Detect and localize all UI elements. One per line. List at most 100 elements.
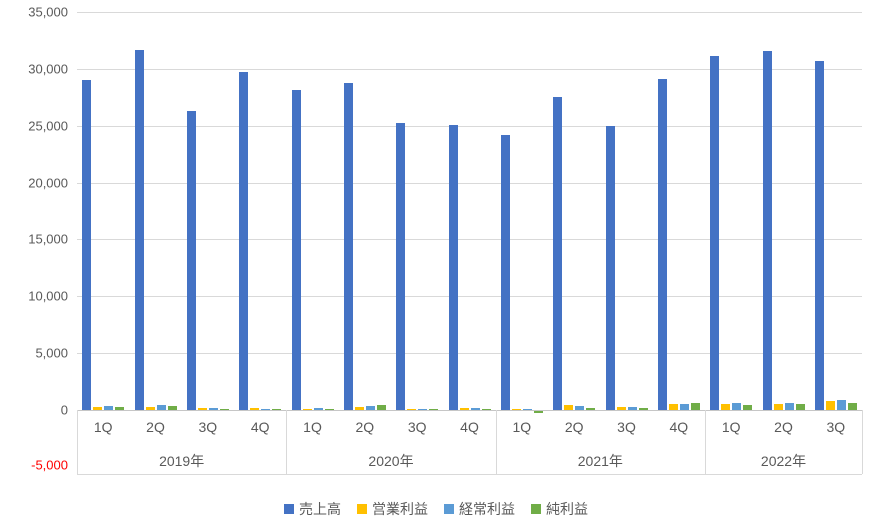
net-profit-bar: [376, 404, 386, 410]
net-profit-bar: [795, 404, 805, 410]
quarter-label: 1Q: [303, 419, 322, 435]
legend-swatch-operating-profit: [357, 504, 367, 514]
chart-legend: 売上高 営業利益 経常利益 純利益: [0, 499, 872, 519]
y-axis-tick-label: 5,000: [35, 345, 68, 361]
ordinary-profit-bar: [679, 403, 689, 410]
ordinary-profit-bar: [575, 406, 585, 410]
quarter-label: 3Q: [617, 419, 636, 435]
category-separator: [286, 410, 288, 474]
sales-bar: [343, 82, 353, 410]
y-axis-tick-label: 15,000: [28, 231, 68, 247]
legend-swatch-ordinary-profit: [444, 504, 454, 514]
ordinary-profit-bar: [470, 407, 480, 410]
sales-bar: [553, 97, 563, 410]
net-profit-bar: [429, 409, 439, 410]
y-axis-tick-label: -5,000: [31, 457, 68, 473]
ordinary-profit-bar: [365, 406, 375, 410]
y-axis-tick-label: 20,000: [28, 175, 68, 191]
x-axis-line: [77, 410, 862, 411]
year-label: 2022年: [760, 453, 807, 469]
ordinary-profit-bar: [784, 402, 794, 410]
plot-bottom-line: [77, 474, 862, 475]
quarter-label: 4Q: [669, 419, 689, 435]
operating-profit-bar: [511, 409, 521, 410]
net-profit-bar: [847, 403, 857, 410]
y-axis-tick-label: 25,000: [28, 118, 68, 134]
category-separator: [77, 410, 78, 474]
year-label: 2020年: [368, 453, 414, 469]
operating-profit-bar: [93, 407, 103, 410]
ordinary-profit-bar: [836, 399, 846, 410]
net-profit-bar: [272, 409, 282, 410]
net-profit-bar: [219, 408, 229, 410]
net-profit-bar: [743, 404, 753, 410]
operating-profit-bar: [407, 409, 417, 410]
ordinary-profit-bar: [522, 409, 532, 410]
sales-bar: [82, 80, 92, 410]
operating-profit-bar: [197, 408, 207, 410]
ordinary-profit-bar: [208, 407, 218, 410]
operating-profit-bar: [773, 403, 783, 410]
gridline: [77, 239, 862, 241]
category-separator: [705, 410, 706, 474]
quarter-label: 3Q: [407, 419, 427, 435]
ordinary-profit-bar: [627, 406, 637, 410]
ordinary-profit-bar: [261, 408, 271, 410]
operating-profit-bar: [825, 400, 835, 410]
sales-bar: [396, 123, 406, 410]
quarter-label: 1Q: [721, 419, 741, 435]
sales-bar: [186, 110, 196, 410]
operating-profit-bar: [721, 404, 731, 410]
gridline: [77, 68, 862, 70]
sales-bar: [657, 79, 667, 410]
quarter-label: 3Q: [198, 419, 218, 435]
quarter-label: 3Q: [826, 419, 846, 435]
sales-bar: [762, 50, 772, 410]
ordinary-profit-bar: [313, 407, 323, 410]
operating-profit-bar: [459, 408, 469, 410]
quarter-label: 4Q: [250, 419, 270, 435]
operating-profit-bar: [616, 407, 626, 410]
ordinary-profit-bar: [418, 408, 428, 410]
gridline: [77, 12, 862, 13]
sales-bar: [239, 72, 249, 410]
sales-bar: [291, 90, 301, 410]
quarter-label: 1Q: [93, 419, 113, 435]
sales-bar: [500, 134, 510, 410]
net-profit-bar: [638, 408, 648, 410]
gridline: [77, 182, 862, 184]
category-separator: [862, 410, 863, 474]
quarter-label: 2Q: [774, 419, 793, 435]
legend-item-ordinary-profit: 経常利益: [444, 499, 515, 519]
ordinary-profit-bar: [732, 403, 742, 410]
operating-profit-bar: [564, 405, 574, 410]
y-axis-tick-label: 30,000: [28, 61, 68, 77]
net-profit-bar: [533, 411, 543, 413]
operating-profit-bar: [145, 406, 155, 410]
legend-swatch-net-profit: [531, 504, 541, 514]
category-separator: [495, 410, 497, 474]
year-label: 2019年: [159, 453, 205, 469]
net-profit-bar: [115, 406, 125, 410]
y-axis-tick-label: 0: [60, 402, 68, 418]
sales-bar: [605, 125, 615, 410]
operating-profit-bar: [354, 406, 364, 410]
sales-bar: [448, 124, 458, 410]
sales-bar: [710, 56, 720, 410]
net-profit-bar: [481, 408, 491, 410]
legend-label-ordinary-profit: 経常利益: [459, 501, 515, 517]
y-axis-tick-label: 35,000: [28, 4, 68, 20]
net-profit-bar: [324, 408, 334, 410]
legend-label-operating-profit: 営業利益: [372, 501, 428, 517]
quarter-label: 1Q: [512, 419, 532, 435]
quarter-label: 2Q: [355, 419, 375, 435]
quarter-label: 4Q: [460, 419, 479, 435]
net-profit-bar: [167, 406, 177, 410]
ordinary-profit-bar: [104, 406, 114, 410]
legend-label-net-profit: 純利益: [546, 501, 588, 517]
y-axis-tick-label: 10,000: [28, 288, 68, 304]
year-label: 2021年: [577, 453, 623, 469]
net-profit-bar: [690, 402, 700, 410]
legend-swatch-sales: [284, 504, 294, 514]
